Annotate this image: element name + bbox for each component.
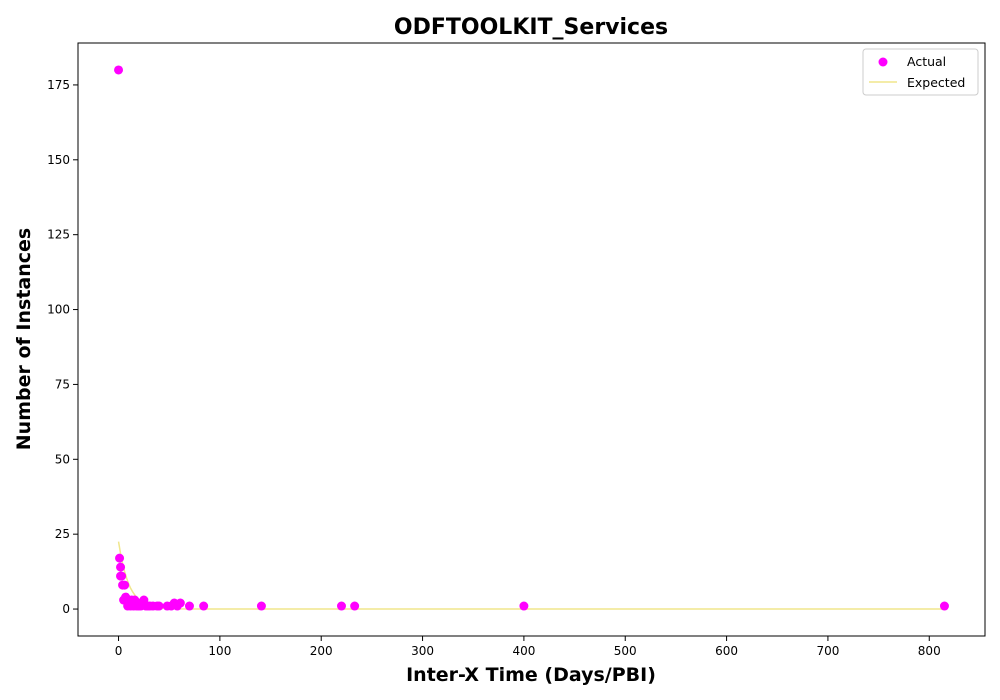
data-point-actual <box>336 601 346 611</box>
legend-label-actual: Actual <box>907 54 946 69</box>
y-tick-label: 125 <box>47 228 70 242</box>
y-tick-label: 75 <box>55 377 70 391</box>
legend-label-expected: Expected <box>907 75 965 90</box>
y-tick-label: 25 <box>55 527 70 541</box>
y-tick-label: 0 <box>62 602 70 616</box>
series-line-expected <box>117 541 945 610</box>
data-point-actual <box>184 601 194 611</box>
y-tick-label: 175 <box>47 78 70 92</box>
data-point-actual <box>199 601 209 611</box>
y-axis-label: Number of Instances <box>13 228 35 450</box>
data-point-actual <box>519 601 529 611</box>
x-tick-label: 200 <box>310 644 333 658</box>
y-axis: 0 25 50 75 100 125 150 175 <box>47 78 78 616</box>
data-point-actual <box>175 598 185 608</box>
data-point-actual <box>939 601 949 611</box>
plot-layer <box>114 65 949 611</box>
data-point-actual <box>154 601 164 611</box>
x-tick-label: 300 <box>411 644 434 658</box>
data-point-actual <box>116 562 126 572</box>
chart-title: ODFTOOLKIT_Services <box>394 15 668 40</box>
data-point-actual <box>114 65 124 75</box>
data-point-actual <box>350 601 360 611</box>
x-tick-label: 400 <box>512 644 535 658</box>
data-point-actual <box>120 580 130 590</box>
x-tick-label: 100 <box>208 644 231 658</box>
data-point-actual <box>117 571 127 581</box>
x-tick-label: 700 <box>816 644 839 658</box>
x-tick-label: 600 <box>715 644 738 658</box>
legend-box <box>862 48 979 96</box>
legend-marker-actual <box>878 57 888 67</box>
x-tick-label: 800 <box>918 644 941 658</box>
data-point-actual <box>115 553 125 563</box>
y-tick-label: 50 <box>55 452 70 466</box>
x-tick-label: 500 <box>614 644 637 658</box>
legend: Actual Expected <box>862 48 979 96</box>
y-tick-label: 100 <box>47 303 70 317</box>
x-tick-label: 0 <box>115 644 123 658</box>
y-tick-label: 150 <box>47 153 70 167</box>
x-axis: 0 100 200 300 400 500 600 700 800 <box>115 636 941 658</box>
data-point-actual <box>256 601 266 611</box>
plot-area <box>77 42 986 637</box>
x-axis-label: Inter-X Time (Days/PBI) <box>406 664 656 686</box>
